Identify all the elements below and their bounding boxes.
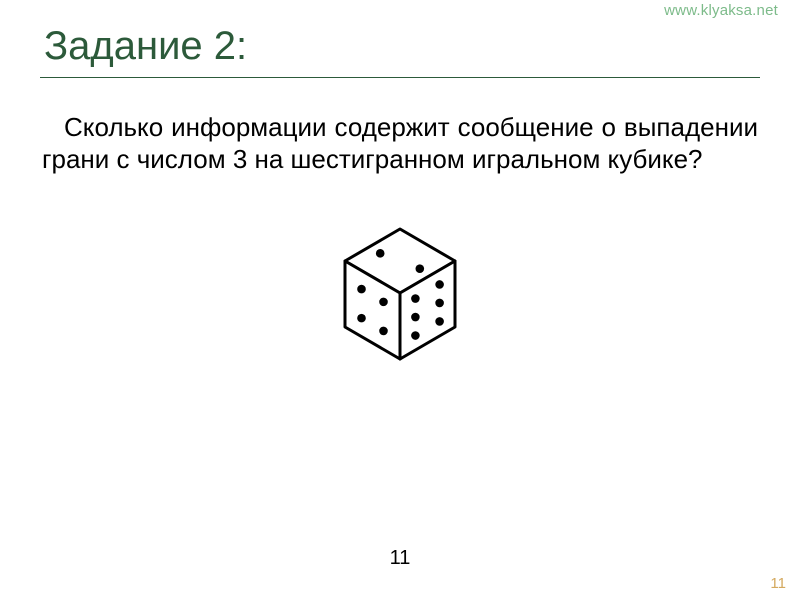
dice-figure: [40, 219, 760, 374]
watermark-url: www.klyaksa.net: [664, 2, 778, 19]
slide-content: Задание 2: Сколько информации содержит с…: [40, 24, 760, 374]
body-block: Сколько информации содержит сообщение о …: [40, 112, 760, 175]
slide-title: Задание 2:: [40, 24, 760, 78]
page-number-center: 11: [0, 547, 800, 570]
title-block: Задание 2:: [40, 24, 760, 78]
question-text: Сколько информации содержит сообщение о …: [42, 112, 758, 175]
dice-icon: [325, 219, 475, 374]
page-number-corner: 11: [770, 575, 786, 592]
